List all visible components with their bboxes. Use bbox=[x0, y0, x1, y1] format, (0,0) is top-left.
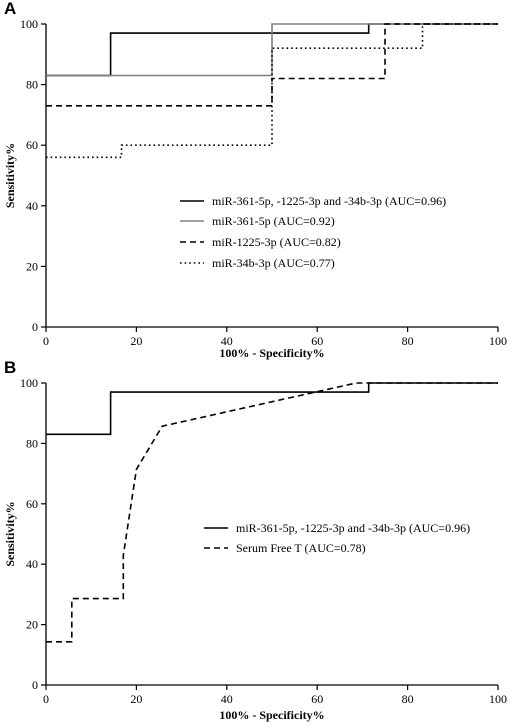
x-tick-label: 0 bbox=[43, 692, 49, 706]
legend-entry-2: miR-361-5p (AUC=0.92) bbox=[212, 214, 335, 228]
y-tick-label: 40 bbox=[26, 557, 38, 571]
x-tick-label: 60 bbox=[311, 692, 323, 706]
x-tick-label: 80 bbox=[402, 692, 414, 706]
x-tick-label: 80 bbox=[402, 334, 414, 348]
panel-a: A 0 20 40 60 80 100 0 20 40 60 80 100 100% - Specific… bbox=[3, 0, 507, 360]
x-tick-label: 0 bbox=[43, 334, 49, 348]
series-line-1 bbox=[46, 382, 498, 436]
y-tick-label: 80 bbox=[26, 78, 38, 92]
y-axis-title: Sensitivity% bbox=[3, 143, 17, 208]
x-tick-label: 20 bbox=[130, 334, 142, 348]
y-axis-title: Sensitivity% bbox=[3, 501, 17, 566]
legend: miR-361-5p, -1225-3p and -34b-3p (AUC=0.… bbox=[204, 521, 470, 555]
x-tick-label: 40 bbox=[221, 692, 233, 706]
legend-entry-1: miR-361-5p, -1225-3p and -34b-3p (AUC=0.… bbox=[212, 194, 446, 208]
y-tick-label: 20 bbox=[26, 259, 38, 273]
series-line-4 bbox=[46, 23, 498, 159]
y-tick-label: 20 bbox=[26, 618, 38, 632]
x-tick-label: 40 bbox=[221, 334, 233, 348]
y-tick-label: 100 bbox=[20, 17, 38, 31]
x-tick-label: 20 bbox=[130, 692, 142, 706]
y-tick-label: 0 bbox=[32, 678, 38, 692]
x-tick-label: 60 bbox=[311, 334, 323, 348]
x-tick-label: 100 bbox=[489, 334, 507, 348]
y-tick-label: 40 bbox=[26, 199, 38, 213]
x-tick-label: 100 bbox=[489, 692, 507, 706]
x-axis-title: 100% - Specificity% bbox=[219, 346, 324, 360]
y-tick-label: 60 bbox=[26, 138, 38, 152]
panel-label: B bbox=[4, 358, 16, 377]
series-line-2 bbox=[46, 23, 498, 77]
y-tick-label: 60 bbox=[26, 497, 38, 511]
legend-entry-3: miR-1225-3p (AUC=0.82) bbox=[212, 235, 341, 249]
x-axis-title: 100% - Specificity% bbox=[219, 708, 324, 722]
series-line-2 bbox=[46, 382, 498, 643]
y-tick-label: 100 bbox=[20, 376, 38, 390]
y-tick-label: 80 bbox=[26, 436, 38, 450]
y-tick-label: 0 bbox=[32, 320, 38, 334]
legend-entry-2: Serum Free T (AUC=0.78) bbox=[236, 541, 366, 555]
legend-entry-1: miR-361-5p, -1225-3p and -34b-3p (AUC=0.… bbox=[236, 521, 470, 535]
legend-entry-4: miR-34b-3p (AUC=0.77) bbox=[212, 256, 335, 270]
panel-b: B 0 20 40 60 80 100 0 20 40 60 80 100 100% - Specific… bbox=[3, 358, 507, 722]
panel-label: A bbox=[4, 0, 16, 18]
legend: miR-361-5p, -1225-3p and -34b-3p (AUC=0.… bbox=[180, 194, 446, 270]
